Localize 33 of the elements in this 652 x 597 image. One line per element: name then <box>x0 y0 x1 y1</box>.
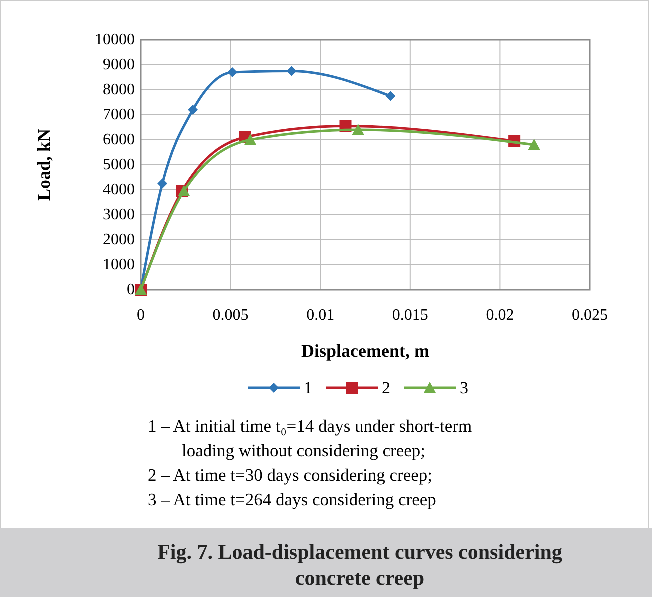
y-tick-label: 1000 <box>103 256 135 274</box>
x-tick-label: 0.005 <box>212 307 249 324</box>
text: 1 – At initial time t₀=14 days under short-term loading without considering creep; <box>148 416 473 460</box>
y-tick-label: 4000 <box>103 182 135 198</box>
x-tick-label: 0.015 <box>392 307 428 324</box>
y-tick-label: 7000 <box>103 106 135 124</box>
y-tick-label: 3000 <box>103 206 135 224</box>
y-tick-label: 9000 <box>103 56 135 74</box>
y-tick-label: 2000 <box>103 232 135 248</box>
y-tick-label: 10000 <box>95 32 135 48</box>
point <box>228 68 238 78</box>
point <box>158 178 168 189</box>
y-tick-label: 0 <box>127 282 135 298</box>
y-tick-label: 8000 <box>103 82 135 98</box>
y-tick-label: 6000 <box>103 132 135 148</box>
point <box>244 134 257 145</box>
y-axis-title: Load, kN <box>34 128 54 202</box>
legend-label: 3 <box>460 378 468 398</box>
point <box>528 139 540 150</box>
text: 3 – At time t=264 days considering creep <box>148 490 437 510</box>
point <box>352 124 364 135</box>
point <box>386 91 396 102</box>
legend-label: 1 <box>304 378 312 398</box>
x-axis-title: Displacement, m <box>302 341 430 361</box>
text: Fig. 7. Load-displacement curves considering concrete creep <box>158 540 563 590</box>
text: 2 – At time t=30 days considering creep; <box>148 465 432 485</box>
x-tick-label: 0.025 <box>572 307 608 324</box>
legend-label: 2 <box>382 378 390 398</box>
y-tick-label: 5000 <box>103 156 135 174</box>
x-tick-label: 0.02 <box>486 307 514 324</box>
point <box>188 105 198 115</box>
point <box>286 66 297 76</box>
x-tick-label: 0.01 <box>306 307 335 324</box>
